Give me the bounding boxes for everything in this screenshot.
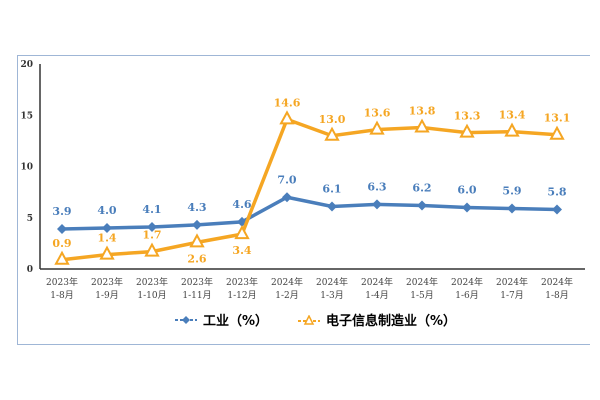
- legend: 工业（%） 电子信息制造业（%）: [175, 310, 456, 329]
- x-tick-label: 1-8月: [545, 290, 569, 301]
- x-tick-label: 2024年: [316, 276, 348, 288]
- data-label: 3.4: [232, 244, 251, 257]
- data-point: [57, 224, 67, 235]
- data-point: [189, 233, 205, 248]
- data-point: [507, 203, 517, 214]
- x-tick-label: 2024年: [541, 276, 573, 288]
- data-point: [459, 123, 475, 138]
- x-tick-label: 2023年: [136, 276, 168, 288]
- data-label: 6.0: [457, 184, 476, 197]
- data-label: 14.6: [274, 96, 301, 109]
- data-label: 3.9: [52, 205, 71, 218]
- data-point: [234, 225, 250, 240]
- data-point: [327, 201, 337, 212]
- data-label: 5.9: [502, 185, 521, 198]
- data-label: 6.3: [367, 180, 386, 193]
- x-tick-label: 2024年: [451, 276, 483, 288]
- data-point: [552, 204, 562, 215]
- x-tick-label: 2024年: [406, 276, 438, 288]
- legend-item-industry: 工业（%）: [175, 310, 268, 329]
- data-label: 0.9: [52, 237, 71, 250]
- data-label: 13.0: [319, 113, 346, 126]
- y-tick-label: 10: [20, 163, 33, 173]
- x-tick-label: 2024年: [271, 276, 303, 288]
- x-tick-label: 1-11月: [182, 290, 211, 301]
- y-tick-label: 20: [20, 60, 33, 70]
- data-point: [54, 250, 70, 265]
- x-tick-label: 2023年: [46, 276, 78, 288]
- data-label: 13.6: [364, 107, 391, 120]
- x-tick-label: 1-8月: [50, 290, 74, 301]
- data-label: 4.3: [187, 201, 206, 214]
- x-tick-label: 1-10月: [137, 290, 166, 301]
- x-tick-label: 1-4月: [365, 290, 389, 301]
- y-tick-label: 5: [27, 214, 33, 224]
- data-point: [417, 200, 427, 211]
- data-point: [369, 120, 385, 135]
- data-point: [99, 245, 115, 260]
- data-point: [192, 219, 202, 230]
- data-label: 13.3: [454, 110, 481, 123]
- data-point: [279, 110, 295, 125]
- data-point: [102, 223, 112, 233]
- series-line-1: [61, 117, 558, 262]
- data-label: 4.0: [97, 204, 116, 217]
- data-point: [372, 199, 382, 210]
- x-tick-label: 1-6月: [455, 290, 479, 301]
- data-point: [549, 125, 565, 140]
- y-tick-label: 0: [27, 265, 33, 275]
- data-label: 5.8: [547, 186, 566, 199]
- x-tick-label: 2024年: [496, 276, 528, 288]
- x-tick-label: 1-7月: [500, 290, 524, 301]
- data-label: 1.7: [142, 229, 161, 242]
- data-label: 4.6: [232, 198, 251, 211]
- data-point: [462, 202, 472, 213]
- data-label: 7.0: [277, 173, 296, 186]
- legend-item-electronics: 电子信息制造业（%）: [298, 310, 456, 329]
- x-tick-label: 1-9月: [95, 290, 119, 301]
- chart-frame: [17, 55, 590, 345]
- x-tick-label: 1-2月: [275, 290, 299, 301]
- data-label: 6.1: [322, 182, 341, 195]
- data-label: 1.4: [97, 232, 116, 245]
- x-tick-label: 2024年: [361, 276, 393, 288]
- series-line-0: [61, 195, 558, 231]
- data-label: 2.6: [187, 252, 206, 265]
- data-point: [324, 126, 340, 141]
- data-point: [414, 118, 430, 133]
- data-point: [147, 221, 157, 232]
- data-point: [144, 242, 160, 257]
- x-tick-label: 1-3月: [320, 290, 344, 301]
- data-point: [504, 122, 520, 137]
- y-tick-label: 15: [20, 111, 33, 121]
- data-point: [282, 192, 292, 203]
- x-tick-label: 2023年: [226, 276, 258, 288]
- x-tick-label: 1-12月: [227, 290, 256, 301]
- x-tick-label: 2023年: [181, 276, 213, 288]
- x-tick-label: 1-5月: [410, 290, 434, 301]
- data-label: 13.4: [499, 109, 526, 122]
- data-label: 4.1: [142, 203, 161, 216]
- data-label: 6.2: [412, 181, 431, 194]
- data-label: 13.1: [544, 112, 571, 125]
- x-tick-label: 2023年: [91, 276, 123, 288]
- data-label: 13.8: [409, 105, 436, 118]
